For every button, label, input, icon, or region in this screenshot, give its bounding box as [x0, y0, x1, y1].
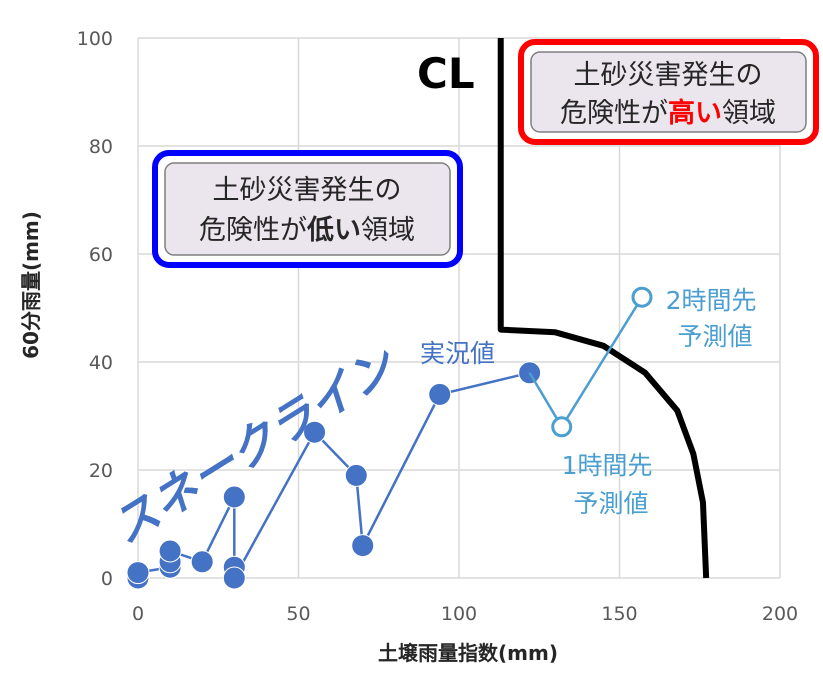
y-tick-labels: 0 20 40 60 80 100 [77, 28, 113, 590]
observed-point [351, 534, 375, 558]
y-tick-label: 60 [89, 244, 113, 266]
y-axis-title: 60分雨量(mm) [19, 211, 43, 359]
observed-point [190, 550, 214, 574]
high-risk-box: 土砂災害発生の 危険性が高い領域 [518, 39, 819, 145]
observed-point [303, 420, 327, 444]
low-risk-line1: 土砂災害発生の [213, 175, 402, 206]
observed-point [158, 539, 182, 563]
forecast-1h-label: 1時間先 予測値 [562, 451, 661, 518]
x-tick-label: 0 [132, 603, 144, 625]
forecast-1h-line2: 予測値 [573, 489, 648, 518]
high-risk-suffix: 領域 [722, 98, 776, 129]
high-risk-line2: 危険性が高い領域 [560, 97, 776, 129]
observed-point [428, 382, 452, 406]
forecast-1h-line1: 1時間先 [562, 451, 653, 480]
actual-value-label: 実況値 [420, 339, 495, 368]
y-tick-label: 40 [89, 352, 113, 374]
low-risk-emph: 低い [306, 215, 361, 246]
high-risk-emph: 高い [668, 97, 722, 129]
low-risk-suffix: 領域 [361, 215, 415, 246]
low-risk-prefix: 危険性が [199, 215, 307, 246]
y-tick-label: 20 [89, 460, 113, 482]
observed-point [222, 566, 246, 590]
x-tick-label: 150 [601, 603, 637, 625]
observed-point [222, 485, 246, 509]
x-tick-label: 50 [286, 603, 310, 625]
low-risk-box: 土砂災害発生の 危険性が低い領域 [152, 150, 463, 268]
high-risk-line1: 土砂災害発生の [574, 60, 763, 91]
x-tick-label: 100 [441, 603, 477, 625]
plot-marks [126, 38, 710, 590]
y-tick-label: 80 [89, 136, 113, 158]
cl-label: CL [417, 49, 475, 98]
low-risk-line2: 危険性が低い領域 [199, 215, 415, 246]
y-tick-label: 100 [77, 28, 113, 50]
observed-point [344, 463, 368, 487]
forecast-2h-line2: 予測値 [677, 322, 752, 351]
forecast-2h-line1: 2時間先 [666, 286, 757, 315]
x-tick-label: 200 [762, 603, 798, 625]
x-axis-title: 土壌雨量指数(mm) [378, 641, 558, 665]
forecast-2h-label: 2時間先 予測値 [666, 286, 765, 351]
forecast-point [631, 286, 653, 308]
observed-point [126, 561, 150, 585]
cl-line [497, 38, 710, 579]
high-risk-prefix: 危険性が [560, 98, 668, 129]
y-tick-label: 0 [101, 568, 113, 590]
forecast-point [551, 416, 573, 438]
x-tick-labels: 0 50 100 150 200 [132, 603, 798, 625]
